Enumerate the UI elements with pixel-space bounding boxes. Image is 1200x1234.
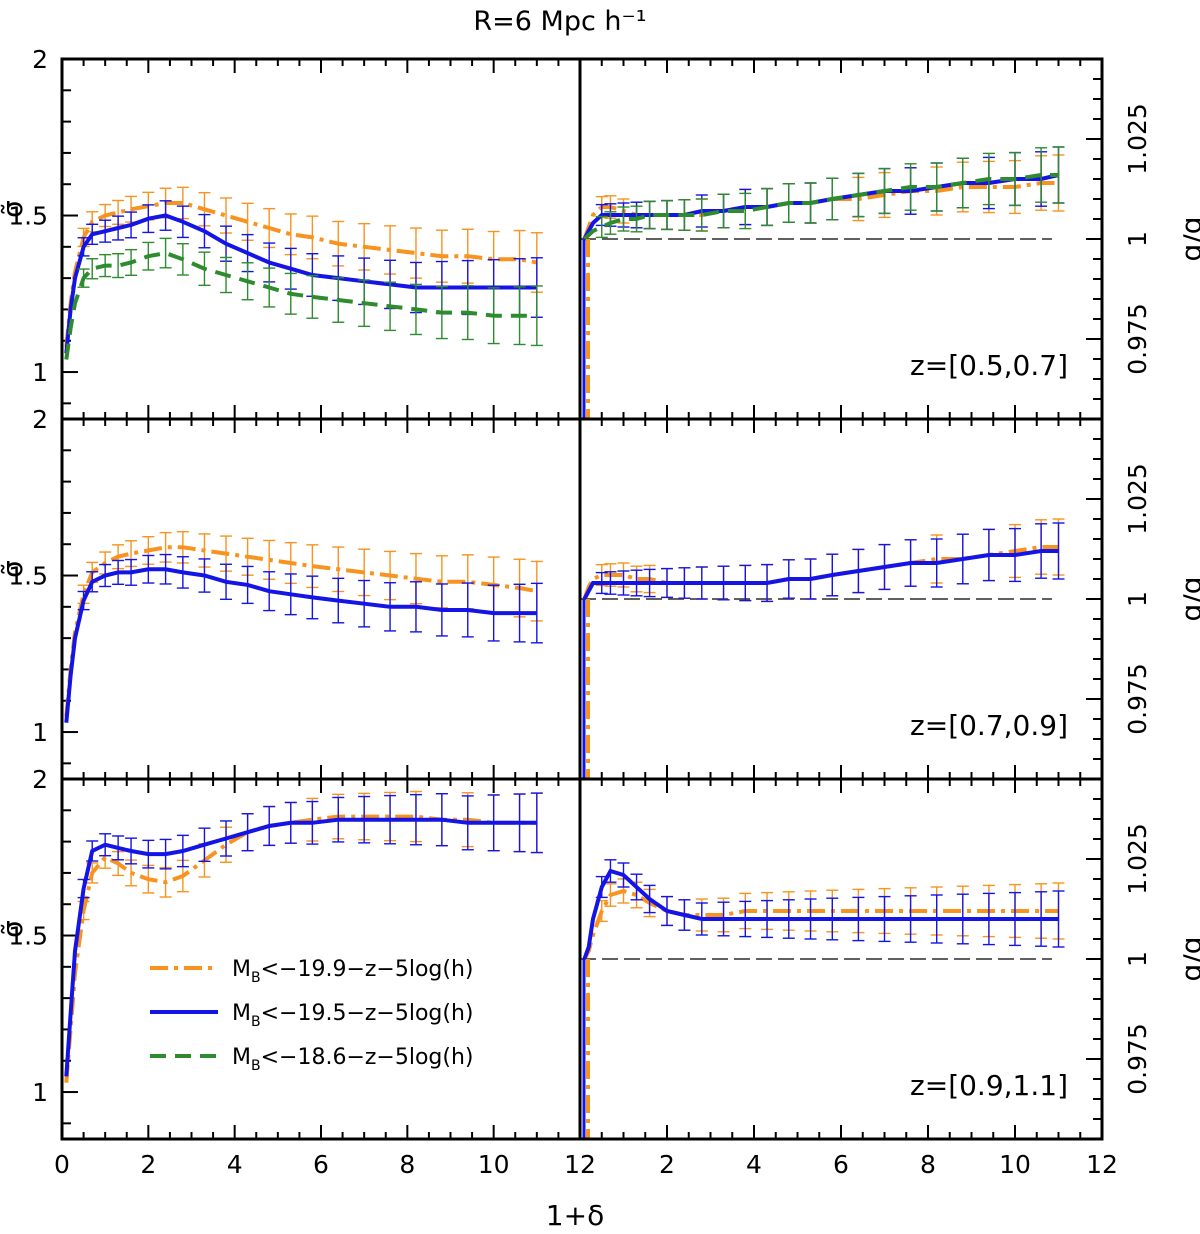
y-axis-label-left: σ̃: [0, 560, 29, 578]
legend-entry: MB<−19.9−z−5log(h): [232, 957, 474, 986]
y-axis-label-left: σ̃: [0, 920, 29, 938]
y-tick-label-right: 1.025: [1123, 103, 1152, 175]
x-tick-label-right: 4: [746, 1150, 762, 1179]
x-tick-label-left: 0: [54, 1150, 70, 1179]
y-tick-label-left: 1.5: [8, 562, 48, 591]
x-tick-label-left: 2: [140, 1150, 156, 1179]
y-tick-label-right: 1: [1123, 591, 1152, 607]
series-line-dashdot: [64, 814, 537, 1083]
series-line-dashed: [64, 251, 537, 360]
y-tick-label-left: 2: [32, 405, 48, 434]
series-line-solid: [582, 549, 1059, 600]
y-tick-label-left: 1.5: [8, 202, 48, 231]
x-tick-label-left: 6: [313, 1150, 329, 1179]
series-line-solid: [582, 173, 1059, 240]
x-tick-label-right: 12: [1086, 1150, 1118, 1179]
y-tick-label-left: 1.5: [8, 922, 48, 951]
y-tick-label-right: 1.025: [1123, 463, 1152, 535]
plot-frame: [60, 57, 1104, 1141]
series-line-solid: [64, 213, 537, 354]
x-tick-label-right: 8: [920, 1150, 936, 1179]
redshift-label: z=[0.5,0.7]: [910, 349, 1068, 382]
x-tick-label-left: 8: [399, 1150, 415, 1179]
series-line-dashdot: [64, 545, 538, 717]
y-tick-label-left: 1: [32, 1078, 48, 1107]
redshift-label: z=[0.9,1.1]: [910, 1069, 1068, 1102]
legend-entry: MB<−18.6−z−5log(h): [232, 1045, 474, 1074]
x-tick-label-left: 4: [227, 1150, 243, 1179]
series-line-solid: [582, 868, 1059, 960]
y-tick-label-left: 2: [32, 765, 48, 794]
series-line-dashdot: [582, 181, 1059, 240]
x-tick-label-right: 10: [999, 1150, 1031, 1179]
y-tick-label-right: 1: [1123, 231, 1152, 247]
x-axis-label: 1+δ: [546, 1199, 604, 1232]
redshift-label: z=[0.7,0.9]: [910, 709, 1068, 742]
series-line-solid: [64, 817, 537, 1077]
y-tick-label-right: 0.975: [1123, 1023, 1152, 1095]
y-tick-label-right: 1.025: [1123, 823, 1152, 895]
series-line-dashdot: [64, 201, 538, 348]
chart-title: R=6 Mpc h⁻¹: [473, 6, 646, 37]
y-axis-label-right: b̃/b̂: [1179, 935, 1200, 981]
y-tick-label-left: 1: [32, 718, 48, 747]
y-tick-label-right: 1: [1123, 951, 1152, 967]
y-tick-label-right: 0.975: [1123, 663, 1152, 735]
legend-entry: MB<−19.5−z−5log(h): [232, 1001, 474, 1030]
series-line-dashed: [583, 173, 1059, 241]
panels-layer: 1 1.5 2 0.975 1 1.025 σ̃ b̃/b̂ z=[0.5,0.7] 1 1.5 2 0…: [0, 45, 1200, 1179]
y-axis-label-right: b̃/b̂: [1179, 575, 1200, 621]
y-tick-label-right: 0.975: [1123, 303, 1152, 375]
series-line-solid: [64, 567, 537, 723]
x-tick-label-right: 6: [833, 1150, 849, 1179]
x-tick-label-left: 10: [478, 1150, 510, 1179]
y-tick-label-left: 2: [32, 45, 48, 74]
y-tick-label-left: 1: [32, 358, 48, 387]
y-axis-label-left: σ̃: [0, 200, 29, 218]
series-line-dashdot: [582, 888, 1059, 960]
x-tick-label-left: 12: [564, 1150, 596, 1179]
x-tick-label-right: 2: [659, 1150, 675, 1179]
y-axis-label-right: b̃/b̂: [1179, 215, 1200, 261]
